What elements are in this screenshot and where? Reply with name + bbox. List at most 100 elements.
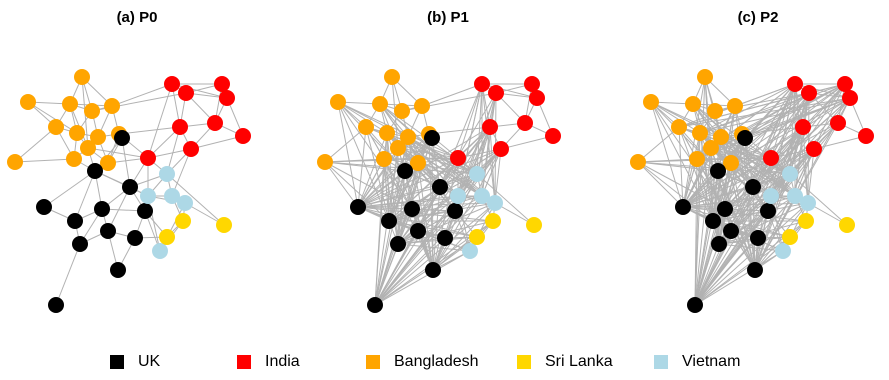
node-uk-u7 — [723, 223, 739, 239]
edge-u5-b7 — [386, 132, 390, 222]
edge-u11-v2 — [374, 195, 459, 306]
edge-u10-u2 — [404, 170, 434, 271]
edge-u5-i3 — [712, 92, 810, 222]
node-uk-u8 — [711, 236, 727, 252]
edge-u8-b5 — [718, 105, 736, 245]
node-india-i4 — [529, 90, 545, 106]
node-uk-u8 — [72, 236, 88, 252]
edge-u3-i8 — [439, 148, 502, 188]
edge-u10-v3 — [754, 202, 809, 271]
edge-b11-i2 — [696, 83, 846, 160]
edge-b2-u4 — [650, 101, 684, 208]
node-india-i9 — [450, 150, 466, 166]
node-uk-u4 — [350, 199, 366, 215]
edge-u8-b8 — [718, 136, 722, 245]
edge-v3-i5 — [489, 126, 496, 204]
edge-b2-u5 — [650, 101, 714, 222]
edge-b10-b11 — [14, 158, 75, 163]
node-uk-u10 — [425, 262, 441, 278]
edge-b6-u5 — [678, 126, 714, 222]
node-bangladesh-b8 — [90, 129, 106, 145]
edge-u11-v4 — [694, 250, 784, 306]
edge-b10-u4 — [637, 161, 684, 208]
network-panel-p1 — [317, 69, 561, 313]
node-bangladesh-b3 — [62, 96, 78, 112]
node-india-i6 — [207, 115, 223, 131]
edge-b2-u6 — [337, 101, 413, 210]
node-uk-u1 — [114, 130, 130, 146]
node-uk-u7 — [410, 223, 426, 239]
node-uk-u9 — [750, 230, 766, 246]
edge-b6-i4 — [678, 97, 851, 128]
edge-u10-i2 — [754, 83, 846, 271]
edge-v1-i1 — [476, 83, 483, 175]
node-uk-u12 — [760, 203, 776, 219]
network-figure: (a) P0 (b) P1 (c) P2 — [7, 9, 874, 313]
legend-item-vietnam: Vietnam — [654, 348, 740, 376]
edge-u4-s3 — [357, 206, 478, 238]
node-uk-u8 — [390, 236, 406, 252]
edge-u4-b9 — [357, 133, 430, 208]
edge-v1-s2 — [789, 173, 848, 226]
edge-i1-i9 — [457, 83, 483, 159]
node-bangladesh-b7 — [379, 125, 395, 141]
node-uk-u9 — [437, 230, 453, 246]
node-sri-lanka-s3 — [159, 229, 175, 245]
legend-swatch-sri-lanka — [517, 355, 531, 369]
node-india-i3 — [488, 85, 504, 101]
node-uk-u4 — [675, 199, 691, 215]
node-uk-u5 — [705, 213, 721, 229]
edge-b9-i5 — [118, 126, 181, 135]
node-india-i2 — [214, 76, 230, 92]
node-bangladesh-b12 — [703, 140, 719, 156]
edge-v1-s2 — [166, 173, 225, 226]
node-bangladesh-b2 — [20, 94, 36, 110]
node-uk-u9 — [127, 230, 143, 246]
node-bangladesh-b6 — [671, 119, 687, 135]
edge-u10-v3 — [432, 202, 496, 271]
legend-swatch-india — [237, 355, 251, 369]
node-uk-u6 — [404, 201, 420, 217]
node-sri-lanka-s2 — [839, 217, 855, 233]
edge-b6-u5 — [365, 126, 390, 222]
node-uk-u6 — [94, 201, 110, 217]
edge-b10-u4 — [324, 161, 359, 208]
edge-i1-i9 — [147, 83, 173, 159]
edge-u8-u11 — [694, 243, 720, 306]
node-bangladesh-b3 — [372, 96, 388, 112]
node-uk-u7 — [100, 223, 116, 239]
panel-title-c: (c) P2 — [738, 9, 779, 26]
edge-b7-i4 — [699, 97, 851, 134]
node-uk-u11 — [367, 297, 383, 313]
node-bangladesh-b10 — [630, 154, 646, 170]
node-india-i3 — [801, 85, 817, 101]
node-bangladesh-b7 — [692, 125, 708, 141]
legend-item-bangladesh: Bangladesh — [366, 348, 479, 376]
edge-v3-i8 — [494, 148, 502, 204]
edge-u8-b7 — [386, 132, 399, 245]
legend-swatch-uk — [110, 355, 124, 369]
edge-v5-b12 — [397, 147, 483, 197]
edge-u2-u4 — [43, 170, 96, 208]
edge-u11-b12 — [694, 147, 712, 306]
node-india-i6 — [517, 115, 533, 131]
node-uk-u2 — [710, 163, 726, 179]
edge-u10-i8 — [432, 148, 502, 271]
node-bangladesh-b13 — [410, 155, 426, 171]
node-india-i9 — [140, 150, 156, 166]
edge-v5-i8 — [481, 148, 502, 197]
edge-i1-i4 — [481, 83, 538, 99]
node-uk-u10 — [747, 262, 763, 278]
edge-u10-v1 — [432, 173, 478, 271]
node-uk-u5 — [67, 213, 83, 229]
edge-u4-b1 — [682, 76, 706, 208]
node-sri-lanka-s3 — [782, 229, 798, 245]
node-bangladesh-b8 — [713, 129, 729, 145]
node-india-i4 — [842, 90, 858, 106]
edge-b10-u5 — [637, 161, 714, 222]
edge-i1-i4 — [794, 83, 851, 99]
edge-u8-v4 — [718, 243, 784, 252]
legend-label-sri-lanka: Sri Lanka — [545, 353, 613, 370]
node-vietnam-v5 — [787, 188, 803, 204]
edge-u8-i1 — [718, 83, 796, 245]
